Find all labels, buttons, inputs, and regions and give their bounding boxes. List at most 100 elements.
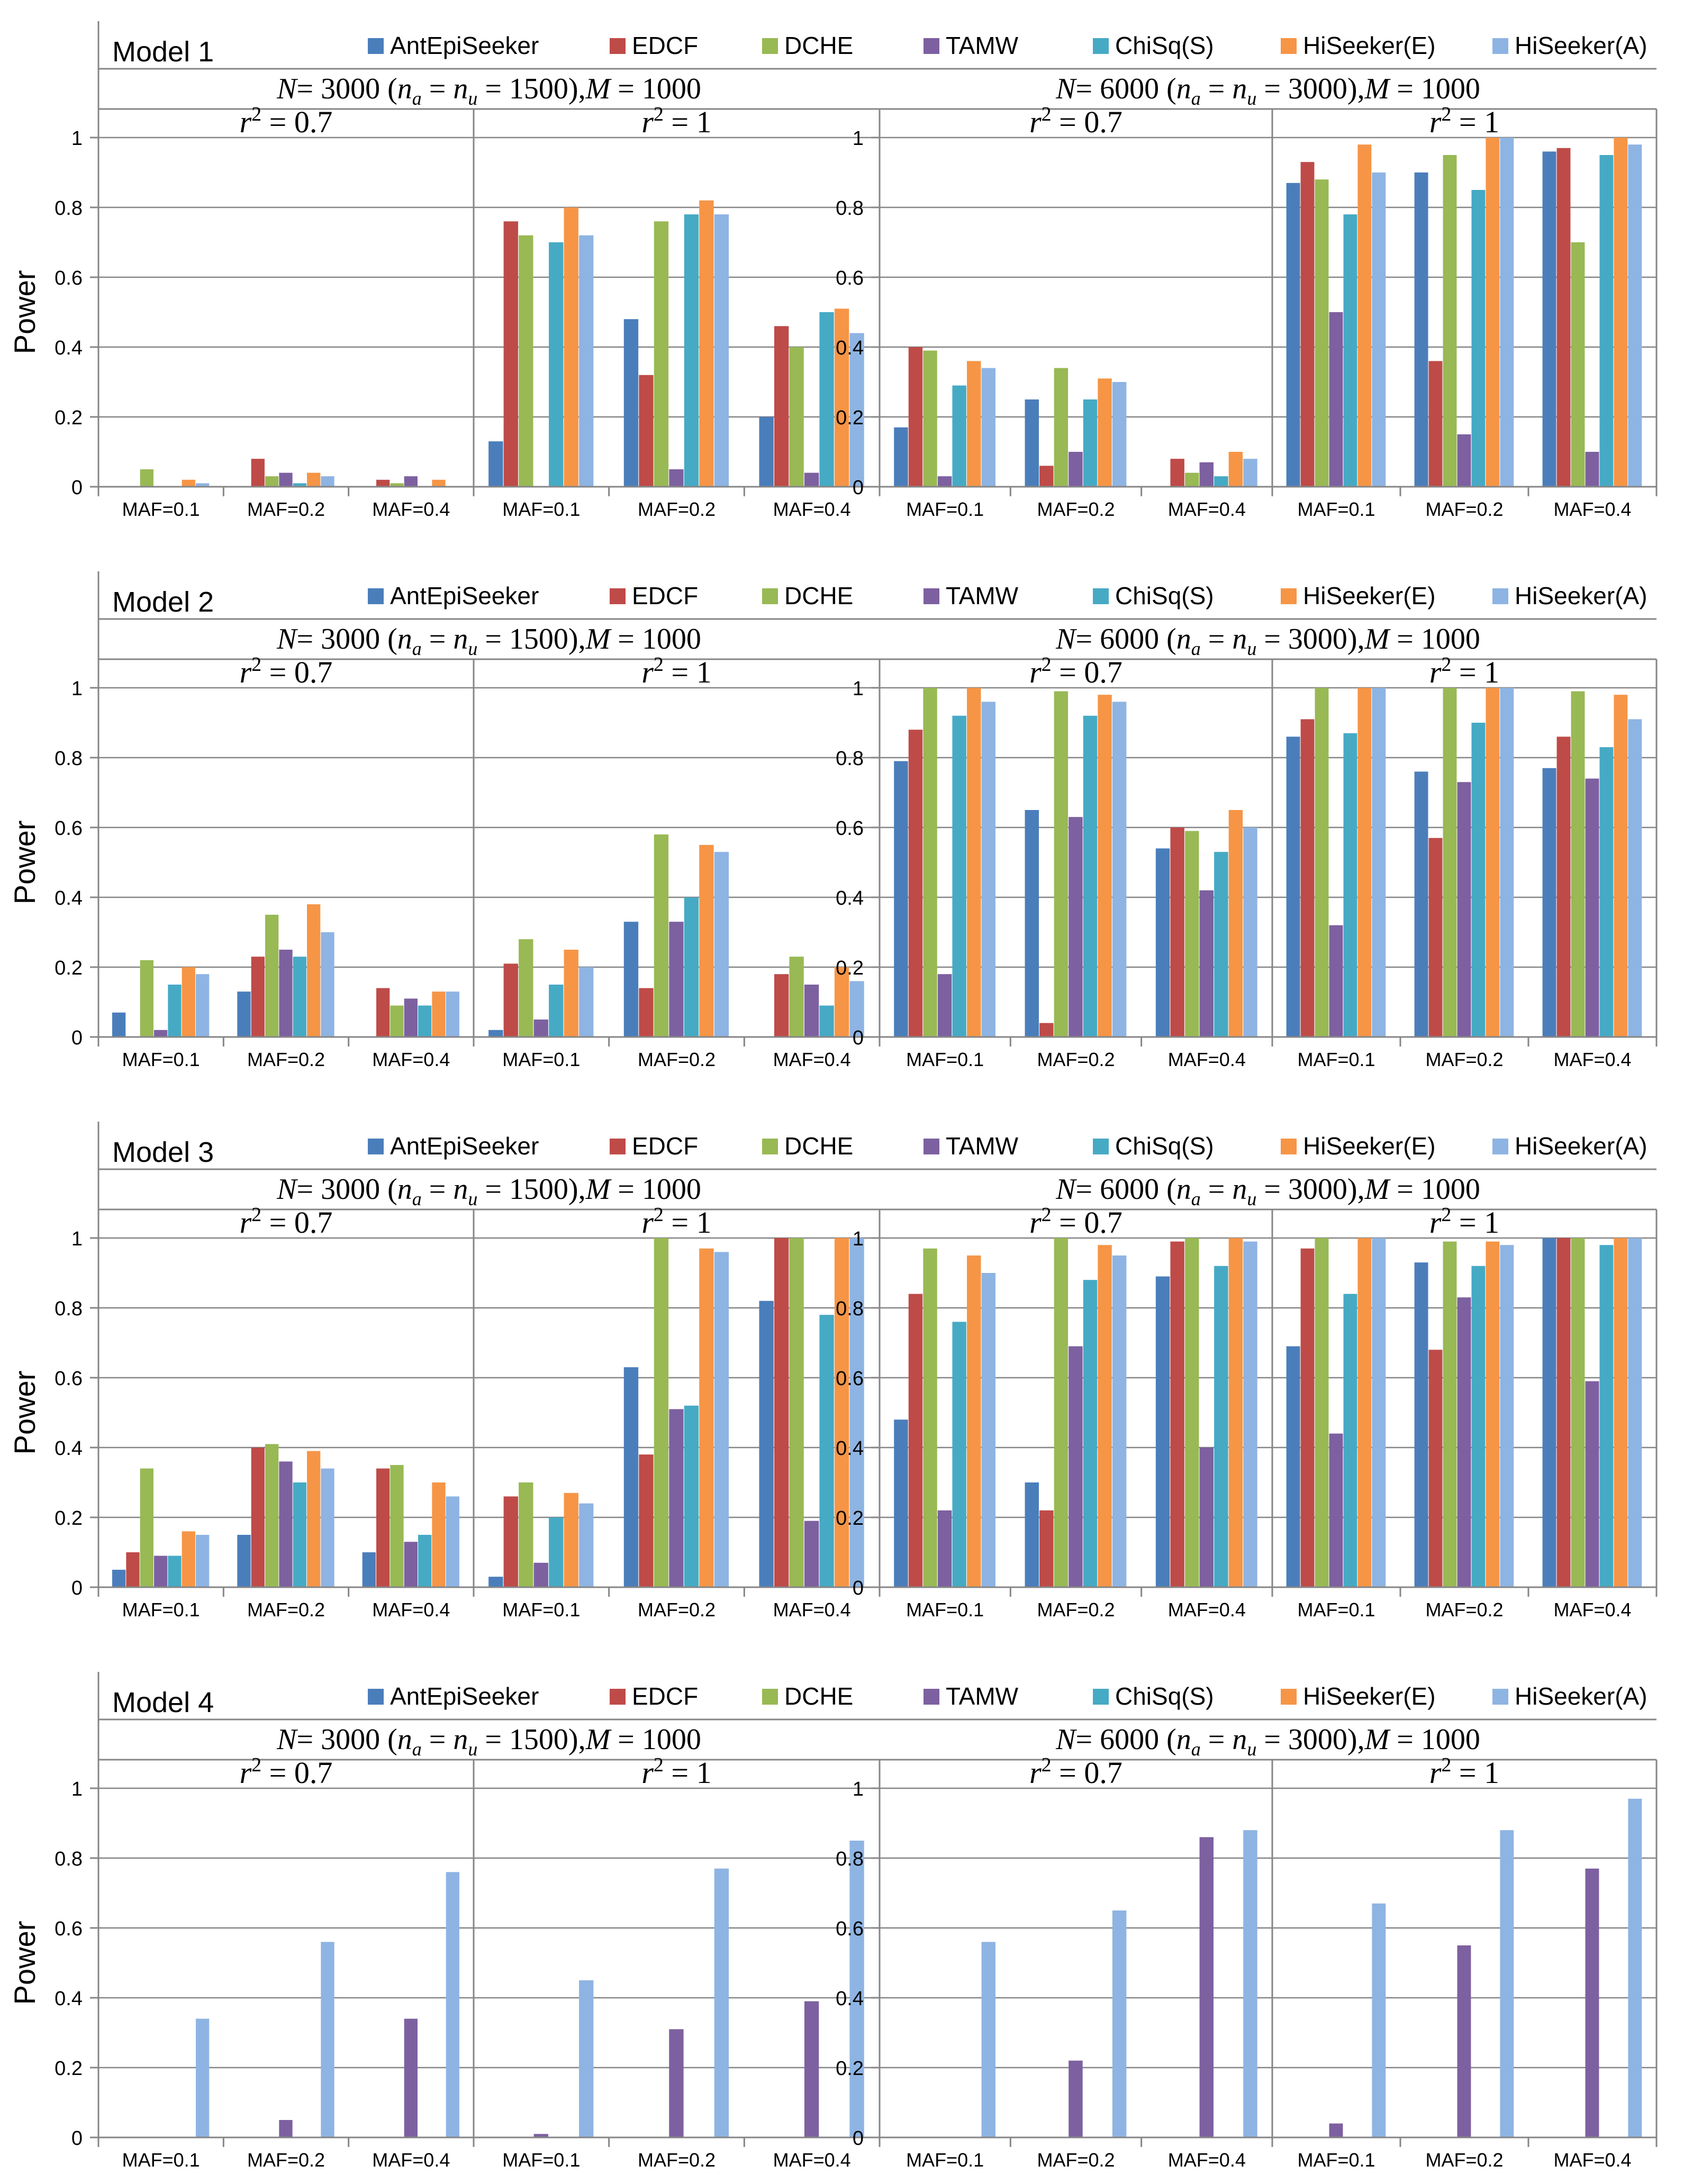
bar-dche-maf-0-1 [140,1468,153,1587]
bar-edcf-maf-0-1 [1300,719,1315,1037]
r-value: = 0.7 [1052,1755,1122,1790]
bar-dche-maf-0-2 [1054,368,1069,487]
section-header-n6000: N= 6000 (na = nu = 3000),M = 1000 [1055,72,1480,109]
bar-hiseeker-a--maf-0-2 [1500,1830,1514,2137]
bar-hiseeker-e--maf-0-2 [699,200,714,487]
r-squared-label: r2 = 1 [1429,653,1499,689]
legend-label: ChiSq(S) [1115,32,1214,59]
r-symbol: r [1429,1205,1442,1240]
legend-swatch-tamw [924,1689,939,1705]
y-tick-label: 0.4 [55,1988,83,2010]
bar-dche-maf-0-1 [1315,688,1329,1037]
section-header-part: a [412,88,422,109]
section-header-part: N [276,1723,298,1756]
y-tick-label: 0.4 [55,887,83,909]
y-tick-label: 1 [71,1778,83,1800]
bar-tamw-maf-0-1 [533,2134,548,2137]
bar-tamw-maf-0-4 [404,2018,418,2137]
section-header-part: = 1000 [610,1173,701,1206]
r-value: = 1 [1451,1755,1499,1790]
bar-antepiseeker-maf-0-1 [1286,183,1300,487]
bar-tamw-maf-0-1 [1329,1433,1343,1587]
legend-label: ChiSq(S) [1115,1132,1214,1160]
bar-hiseeker-e--maf-0-1 [182,1531,195,1587]
r-symbol: r [1029,655,1042,689]
section-header-part: = [422,1173,454,1206]
x-tick-label: MAF=0.1 [906,1049,984,1070]
bar-chisq-s--maf-0-2 [684,897,699,1037]
x-tick-label: MAF=0.1 [1297,2149,1375,2171]
y-tick-label: 0.2 [55,407,83,429]
r-exponent: 2 [1042,1204,1052,1226]
x-tick-label: MAF=0.1 [122,1049,200,1070]
section-header-n6000: N= 6000 (na = nu = 3000),M = 1000 [1055,1723,1480,1760]
x-tick-label: MAF=0.2 [638,498,716,520]
y-axis-label: Power [8,1371,41,1455]
bar-tamw-maf-0-1 [937,476,952,487]
r-squared-label: r2 = 0.7 [1029,653,1122,689]
bar-edcf-maf-0-4 [376,479,390,487]
section-header-part: M [1364,623,1391,656]
r-value: = 0.7 [261,1205,332,1240]
legend-swatch-tamw [924,1139,939,1154]
section-header-part: N [1055,623,1077,656]
section-header-part: = 3000 ( [297,623,397,656]
x-tick-label: MAF=0.2 [247,1599,325,1621]
bar-chisq-s--maf-0-2 [684,214,699,487]
x-tick-label: MAF=0.4 [773,1599,851,1621]
legend-swatch-tamw [924,588,939,604]
r-value: = 0.7 [1052,1205,1122,1240]
r-symbol: r [240,655,252,689]
bar-hiseeker-a--maf-0-4 [446,991,459,1037]
x-tick-label: MAF=0.1 [906,2149,984,2171]
bar-edcf-maf-0-2 [639,375,654,487]
bar-tamw-maf-0-1 [1329,925,1343,1037]
bar-edcf-maf-0-2 [639,988,654,1037]
bar-hiseeker-a--maf-0-2 [321,1942,334,2137]
bar-antepiseeker-maf-0-2 [237,1535,251,1587]
legend-label: HiSeeker(A) [1515,1682,1647,1710]
bar-hiseeker-a--maf-0-1 [196,974,210,1037]
section-header-part: = 3000 ( [297,1173,397,1206]
bar-hiseeker-a--maf-0-4 [1243,459,1257,487]
bar-hiseeker-e--maf-0-1 [182,967,195,1037]
r-value: = 0.7 [1052,105,1122,139]
bar-chisq-s--maf-0-2 [1471,1266,1486,1587]
bar-dche-maf-0-4 [390,1465,404,1587]
bar-hiseeker-e--maf-0-1 [1357,688,1372,1037]
section-header-part: = 1000 [610,72,701,105]
legend-label: AntEpiSeeker [390,582,539,609]
section-header-part: n [1176,1723,1191,1756]
bar-tamw-maf-0-2 [669,2029,684,2137]
legend-swatch-antepiseeker [368,38,384,54]
bar-chisq-s--maf-0-4 [1214,1266,1228,1587]
y-tick-label: 0 [71,477,83,499]
bar-antepiseeker-maf-0-1 [112,1012,126,1037]
bar-hiseeker-e--maf-0-4 [1228,452,1243,487]
y-tick-label: 1 [853,678,864,700]
y-tick-label: 1 [853,1228,864,1250]
bar-hiseeker-a--maf-0-4 [1243,827,1257,1037]
bar-chisq-s--maf-0-1 [168,985,182,1037]
bar-tamw-maf-0-2 [1457,782,1471,1037]
legend-swatch-antepiseeker [368,588,384,604]
bar-antepiseeker-maf-0-2 [623,1367,639,1587]
bar-hiseeker-e--maf-0-2 [1098,695,1112,1037]
bar-hiseeker-a--maf-0-4 [446,1872,459,2137]
bar-chisq-s--maf-0-1 [549,985,564,1037]
bar-edcf-maf-0-1 [908,1294,923,1587]
bar-hiseeker-e--maf-0-4 [1614,1238,1628,1587]
y-tick-label: 0.4 [836,1988,864,2010]
y-axis-label: Power [8,821,41,905]
section-header-part: M [1364,1723,1391,1756]
legend-label: DCHE [784,582,853,609]
bar-hiseeker-a--maf-0-4 [849,1841,864,2137]
bar-tamw-maf-0-1 [533,1020,548,1037]
bar-hiseeker-a--maf-0-1 [981,368,996,487]
bar-hiseeker-e--maf-0-1 [1357,144,1372,487]
bar-hiseeker-a--maf-0-4 [849,1238,864,1587]
bar-antepiseeker-maf-0-1 [112,1570,126,1587]
r-symbol: r [1429,655,1442,689]
r-value: = 1 [664,655,712,689]
bar-hiseeker-a--maf-0-1 [981,1942,996,2137]
